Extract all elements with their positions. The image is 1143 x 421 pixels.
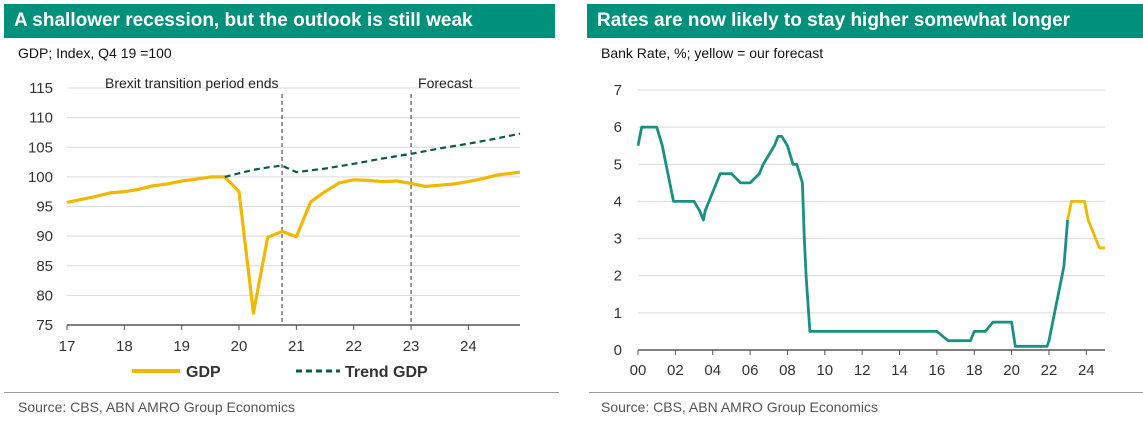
source-divider — [589, 392, 1143, 393]
trend-gdp-line — [224, 132, 521, 178]
x-tick-label: 18 — [116, 338, 133, 355]
legend-gdp-label: GDP — [186, 364, 221, 381]
x-tick-label: 02 — [667, 362, 684, 379]
bank-rate-line — [636, 125, 1069, 348]
x-tick-label: 08 — [779, 362, 796, 379]
x-tick-label: 23 — [403, 338, 420, 355]
rate-chart-title: Rates are now likely to stay higher some… — [587, 4, 1143, 38]
x-tick-label: 04 — [704, 362, 721, 379]
x-tick-label: 21 — [288, 338, 305, 355]
y-tick-label: 7 — [614, 82, 622, 99]
gdp-source: Source: CBS, ABN AMRO Group Economics — [18, 399, 295, 415]
gdp-line — [66, 170, 521, 315]
y-tick-label: 105 — [28, 139, 53, 156]
y-tick-label: 2 — [614, 268, 622, 285]
brexit-annotation: Brexit transition period ends — [105, 75, 279, 91]
gdp-chart-title: A shallower recession, but the outlook i… — [4, 4, 555, 38]
x-tick-label: 16 — [929, 362, 946, 379]
x-tick-label: 12 — [854, 362, 871, 379]
y-tick-label: 1 — [614, 305, 622, 322]
y-tick-label: 100 — [28, 169, 53, 186]
x-tick-label: 10 — [816, 362, 833, 379]
y-tick-label: 3 — [614, 231, 622, 248]
legend-trend-label: Trend GDP — [345, 364, 428, 381]
y-tick-label: 0 — [614, 342, 622, 359]
source-divider — [4, 392, 559, 393]
y-tick-label: 4 — [614, 193, 622, 210]
y-tick-label: 80 — [36, 287, 53, 304]
y-tick-label: 110 — [29, 110, 53, 127]
x-tick-label: 19 — [173, 338, 190, 355]
x-tick-label: 18 — [966, 362, 983, 379]
x-tick-label: 00 — [630, 362, 647, 379]
y-tick-label: 75 — [36, 317, 53, 334]
x-tick-label: 06 — [742, 362, 759, 379]
y-tick-label: 115 — [29, 80, 53, 97]
y-tick-label: 85 — [36, 258, 53, 275]
y-tick-label: 6 — [614, 119, 622, 136]
x-tick-label: 22 — [1041, 362, 1058, 379]
forecast-rate-line — [1066, 200, 1105, 250]
x-tick-label: 17 — [59, 338, 76, 355]
rate-chart-subtitle: Bank Rate, %; yellow = our forecast — [601, 45, 824, 61]
rate-panel: Rates are now likely to stay higher some… — [585, 0, 1143, 421]
y-tick-label: 95 — [36, 199, 53, 216]
gdp-chart: 75 80 85 90 95 100 105 110 115 17 18 19 20 21 22 23 24 Br… — [28, 75, 521, 381]
x-tick-label: 14 — [891, 362, 908, 379]
x-tick-label: 20 — [1003, 362, 1020, 379]
forecast-annotation: Forecast — [418, 75, 473, 91]
rate-source: Source: CBS, ABN AMRO Group Economics — [601, 399, 878, 415]
x-tick-label: 24 — [1078, 362, 1095, 379]
gdp-panel: A shallower recession, but the outlook i… — [0, 0, 559, 421]
x-tick-label: 20 — [231, 338, 248, 355]
x-tick-label: 22 — [345, 338, 362, 355]
x-tick-label: 24 — [460, 338, 477, 355]
gdp-chart-subtitle: GDP; Index, Q4 19 =100 — [18, 45, 172, 61]
y-tick-label: 5 — [614, 156, 622, 173]
y-tick-label: 90 — [36, 228, 53, 245]
